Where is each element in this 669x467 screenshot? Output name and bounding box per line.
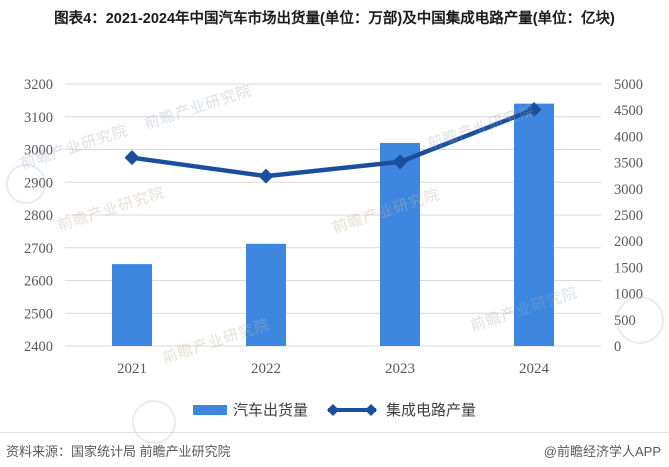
bar-series-label: 汽车出货量 [232, 402, 308, 419]
source-note: 资料来源：国家统计局 前瞻产业研究院 [6, 444, 231, 459]
x-axis-label-2023: 2023 [385, 361, 415, 377]
x-axis-label-2021: 2021 [117, 361, 147, 377]
y-axis-left-tick: 2600 [24, 274, 53, 290]
line-series-swatch [327, 403, 377, 416]
y-axis-left-tick: 2500 [24, 306, 53, 322]
line-marker-2023 [392, 154, 408, 170]
legend-item-line: 集成电路产量 [324, 399, 476, 420]
chart-legend: 汽车出货量 集成电路产量 [0, 399, 669, 420]
y-axis-left-tick: 3200 [24, 77, 53, 93]
y-axis-right-tick: 4000 [614, 129, 643, 145]
x-axis-label-2022: 2022 [251, 361, 281, 377]
y-axis-right-tick: 0 [614, 339, 621, 355]
y-axis-right-tick: 2500 [614, 208, 643, 224]
bar-series-swatch [192, 404, 227, 415]
line-series [131, 107, 535, 179]
y-axis-left-tick: 2900 [24, 175, 53, 191]
publisher-handle: @前瞻经济学人APP [543, 444, 661, 459]
y-axis-left-tick: 3000 [24, 143, 53, 159]
y-axis-right-tick: 3000 [614, 182, 643, 198]
y-axis-right-tick: 2000 [614, 234, 643, 250]
y-axis-right-tick: 1500 [614, 260, 643, 276]
bar-2022 [246, 243, 286, 346]
y-axis-left-tick: 3100 [24, 110, 53, 126]
y-axis-right-tick: 1000 [614, 287, 643, 303]
y-axis-left-tick: 2800 [24, 208, 53, 224]
line-marker-2024 [526, 101, 542, 117]
bar-2024 [514, 103, 554, 347]
y-axis-right-tick: 5000 [614, 77, 643, 93]
bar-2021 [112, 264, 152, 346]
line-marker-2022 [258, 168, 274, 184]
y-axis-left-tick: 2400 [24, 339, 53, 355]
combo-chart: 3200310030002900280027002600250024005000… [24, 77, 643, 377]
line-series-label: 集成电路产量 [386, 402, 477, 419]
y-axis-right-tick: 4500 [614, 103, 643, 119]
x-axis-label-2024: 2024 [519, 361, 550, 377]
line-marker-2021 [124, 150, 140, 166]
y-axis-left-tick: 2700 [24, 241, 53, 257]
footer-bar: 资料来源：国家统计局 前瞻产业研究院 @前瞻经济学人APP [0, 432, 669, 466]
chart-title: 图表4：2021-2024年中国汽车市场出货量(单位：万部)及中国集成电路产量(… [54, 11, 615, 27]
legend-item-bar: 汽车出货量 [192, 399, 308, 420]
y-axis-right-tick: 3500 [614, 156, 643, 172]
bar-2023 [380, 142, 420, 346]
y-axis-right-tick: 500 [614, 313, 636, 329]
